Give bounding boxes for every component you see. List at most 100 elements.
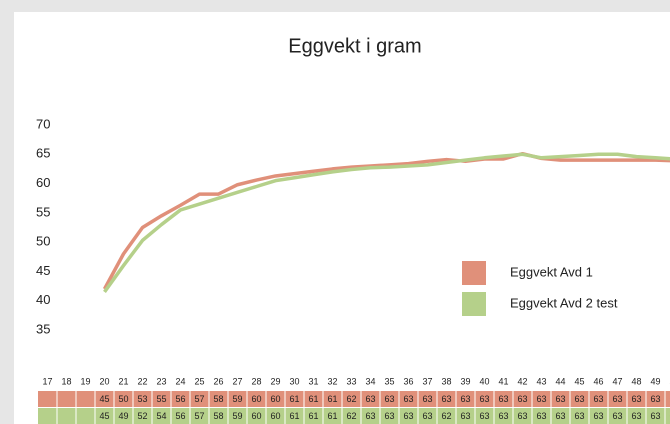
table-cell: 63: [498, 394, 508, 404]
table-cell: 56: [175, 411, 185, 421]
table-cell: 60: [251, 394, 261, 404]
table-cell: 61: [308, 394, 318, 404]
y-tick-label: 35: [36, 321, 50, 336]
x-tick-label: 37: [422, 376, 432, 386]
table-cell: 63: [403, 394, 413, 404]
table-cell: 62: [346, 411, 356, 421]
x-tick-label: 27: [232, 376, 242, 386]
table-cell: 63: [555, 411, 565, 421]
table-cell: 62: [346, 394, 356, 404]
x-tick-label: 32: [327, 376, 337, 386]
table-cell: 53: [137, 394, 147, 404]
table-cell: 63: [631, 394, 641, 404]
x-tick-label: 25: [194, 376, 204, 386]
table-cell: 55: [156, 394, 166, 404]
legend-swatch: [462, 292, 486, 316]
x-tick-label: 44: [555, 376, 565, 386]
x-tick-label: 36: [403, 376, 413, 386]
table-cell: 61: [289, 394, 299, 404]
table-cell: 58: [213, 411, 223, 421]
table-cell: 50: [118, 394, 128, 404]
legend-label: Eggvekt Avd 1: [510, 264, 593, 279]
table-cell: 45: [99, 411, 109, 421]
chart-title: Eggvekt i gram: [288, 35, 421, 57]
table-cell: 63: [536, 411, 546, 421]
x-tick-label: 23: [156, 376, 166, 386]
x-tick-label: 35: [384, 376, 394, 386]
table-cell: 63: [460, 394, 470, 404]
table-cell: 54: [156, 411, 166, 421]
table-cell: 61: [327, 411, 337, 421]
table-cell: 63: [403, 411, 413, 421]
y-tick-label: 70: [36, 116, 50, 131]
table-cell: 60: [270, 411, 280, 421]
table-cell: 60: [251, 411, 261, 421]
x-tick-label: 30: [289, 376, 299, 386]
table-cell: 63: [555, 394, 565, 404]
x-tick-label: 19: [80, 376, 90, 386]
legend-label: Eggvekt Avd 2 test: [510, 295, 618, 310]
y-tick-label: 65: [36, 146, 50, 161]
x-tick-label: 24: [175, 376, 185, 386]
table-cell: 63: [593, 411, 603, 421]
y-tick-label: 55: [36, 204, 50, 219]
table-cell: 61: [308, 411, 318, 421]
table-cell: 63: [498, 411, 508, 421]
table-cell: 63: [365, 411, 375, 421]
x-tick-label: 39: [460, 376, 470, 386]
table-cell: 63: [536, 394, 546, 404]
table-cell: 57: [194, 411, 204, 421]
x-tick-label: 48: [631, 376, 641, 386]
table-cell: 63: [650, 394, 660, 404]
table-cell: 58: [213, 394, 223, 404]
table-cell: 57: [194, 394, 204, 404]
table-cell: 45: [99, 394, 109, 404]
table-cell: 63: [574, 411, 584, 421]
series-line: [103, 152, 670, 293]
table-cell: 49: [118, 411, 128, 421]
table-cell: 59: [232, 411, 242, 421]
y-tick-label: 45: [36, 263, 50, 278]
table-cell: 63: [422, 394, 432, 404]
x-tick-label: 47: [612, 376, 622, 386]
x-tick-label: 31: [308, 376, 318, 386]
table-cell: 61: [289, 411, 299, 421]
x-tick-label: 18: [61, 376, 71, 386]
x-tick-label: 46: [593, 376, 603, 386]
x-tick-label: 33: [346, 376, 356, 386]
x-tick-label: 17: [42, 376, 52, 386]
x-tick-label: 34: [365, 376, 375, 386]
table-cell: 63: [479, 394, 489, 404]
table-cell: 63: [574, 394, 584, 404]
x-tick-label: 45: [574, 376, 584, 386]
table-cell: 63: [650, 411, 660, 421]
table-row: [38, 408, 670, 424]
x-tick-label: 28: [251, 376, 261, 386]
table-cell: 63: [612, 394, 622, 404]
table-cell: 60: [270, 394, 280, 404]
table-cell: 63: [479, 411, 489, 421]
x-tick-label: 22: [137, 376, 147, 386]
table-cell: 63: [517, 411, 527, 421]
x-tick-label: 42: [517, 376, 527, 386]
table-cell: 62: [441, 411, 451, 421]
y-tick-label: 60: [36, 175, 50, 190]
x-tick-label: 40: [479, 376, 489, 386]
y-tick-label: 40: [36, 292, 50, 307]
x-tick-label: 21: [118, 376, 128, 386]
x-tick-label: 20: [99, 376, 109, 386]
table-row: [38, 391, 670, 407]
x-tick-label: 38: [441, 376, 451, 386]
chart-area: [14, 12, 670, 424]
table-cell: 63: [422, 411, 432, 421]
table-cell: 63: [384, 394, 394, 404]
series-line: [102, 151, 670, 290]
y-tick-label: 50: [36, 234, 50, 249]
x-tick-label: 26: [213, 376, 223, 386]
table-cell: 56: [175, 394, 185, 404]
table-cell: 52: [137, 411, 147, 421]
table-cell: 63: [384, 411, 394, 421]
table-cell: 59: [232, 394, 242, 404]
table-cell: 63: [365, 394, 375, 404]
